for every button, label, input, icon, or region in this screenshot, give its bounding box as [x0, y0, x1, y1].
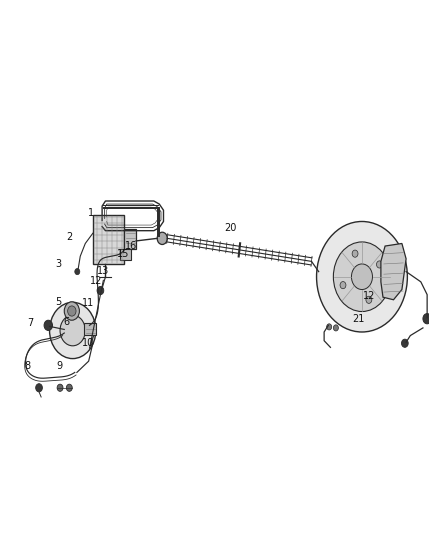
- Circle shape: [67, 306, 76, 316]
- Circle shape: [64, 302, 79, 320]
- Text: 12: 12: [90, 276, 102, 286]
- Text: 15: 15: [117, 249, 129, 259]
- Circle shape: [97, 286, 104, 295]
- Circle shape: [60, 315, 85, 346]
- Circle shape: [317, 222, 407, 332]
- Circle shape: [340, 281, 346, 289]
- Text: 3: 3: [55, 259, 61, 269]
- Text: 21: 21: [353, 314, 365, 324]
- Text: 1: 1: [88, 208, 94, 218]
- Circle shape: [352, 250, 358, 257]
- Text: 9: 9: [56, 361, 62, 372]
- FancyBboxPatch shape: [85, 324, 96, 335]
- Circle shape: [57, 384, 63, 391]
- Circle shape: [423, 313, 431, 324]
- Circle shape: [35, 384, 42, 392]
- Text: 6: 6: [64, 317, 70, 327]
- Circle shape: [49, 302, 96, 359]
- Circle shape: [402, 339, 408, 348]
- Text: 13: 13: [97, 265, 110, 276]
- FancyBboxPatch shape: [93, 215, 124, 264]
- Circle shape: [333, 325, 339, 331]
- Circle shape: [351, 264, 372, 289]
- Circle shape: [327, 324, 332, 330]
- Circle shape: [157, 232, 167, 245]
- Circle shape: [377, 261, 382, 268]
- Text: 2: 2: [67, 232, 73, 242]
- Text: 11: 11: [81, 298, 94, 309]
- Text: 16: 16: [125, 241, 138, 251]
- Circle shape: [366, 296, 372, 303]
- Text: 20: 20: [225, 223, 237, 233]
- Circle shape: [44, 320, 53, 330]
- Polygon shape: [381, 244, 406, 300]
- FancyBboxPatch shape: [120, 248, 131, 260]
- Text: 8: 8: [25, 361, 31, 372]
- Circle shape: [75, 269, 80, 274]
- Text: 10: 10: [81, 338, 94, 348]
- Text: 7: 7: [28, 318, 34, 328]
- Text: 12: 12: [364, 291, 376, 301]
- Circle shape: [333, 242, 391, 311]
- FancyBboxPatch shape: [124, 229, 136, 248]
- Circle shape: [67, 384, 72, 391]
- Text: 5: 5: [55, 297, 61, 308]
